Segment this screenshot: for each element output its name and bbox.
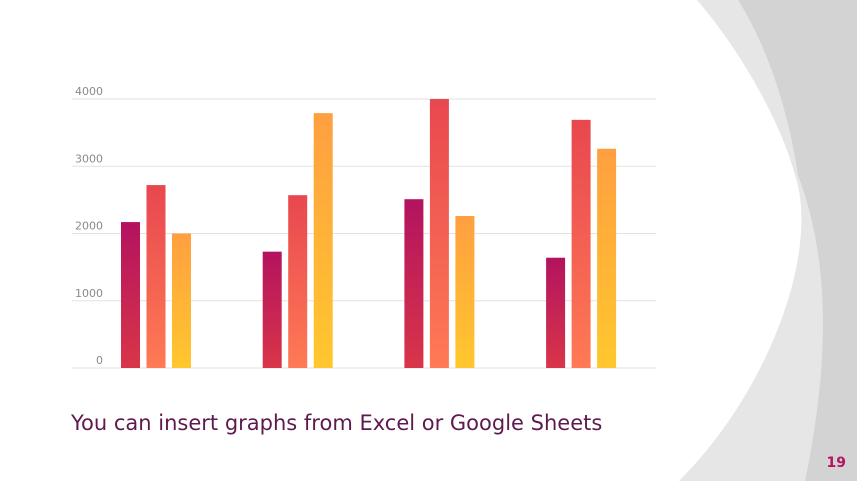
- bar-series3-group3: [455, 216, 475, 368]
- bar-series2-group3: [429, 99, 449, 368]
- bar-series2-group1: [146, 185, 166, 368]
- bar-series2-group2: [288, 195, 308, 368]
- y-tick-label: 0: [96, 354, 103, 367]
- y-tick-label: 2000: [75, 220, 103, 233]
- decor-arc-mid: [738, 0, 857, 481]
- bar-series1-group4: [546, 257, 566, 368]
- bar-series3-group1: [172, 233, 191, 368]
- slide-caption: You can insert graphs from Excel or Goog…: [71, 411, 603, 435]
- y-tick-label: 4000: [75, 85, 103, 98]
- bar-series1-group3: [404, 199, 424, 368]
- y-tick-label: 3000: [75, 152, 103, 165]
- bar-series1-group2: [262, 251, 282, 368]
- y-tick-label: 1000: [75, 287, 103, 300]
- bar-series3-group4: [597, 148, 617, 368]
- bar-series1-group1: [121, 222, 140, 368]
- page-number: 19: [826, 455, 846, 471]
- chart-bars: [121, 99, 617, 368]
- y-axis: 0 1000 2000 3000 4000: [75, 85, 103, 367]
- bar-series2-group4: [571, 119, 591, 368]
- bar-series3-group2: [313, 113, 333, 368]
